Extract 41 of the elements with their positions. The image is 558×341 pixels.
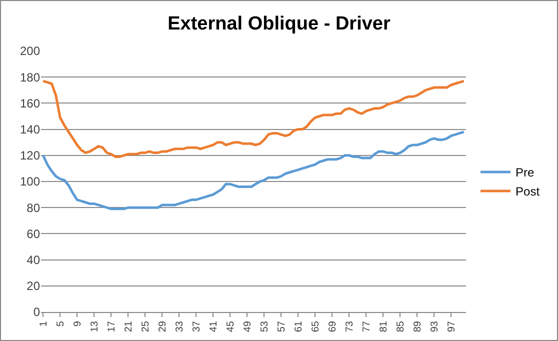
- x-tick-label: 81: [378, 320, 390, 332]
- x-tick-label: 9: [72, 320, 84, 327]
- x-tick-label: 97: [446, 320, 458, 332]
- x-tick-label: 93: [429, 320, 440, 332]
- y-tick-label: 180: [20, 70, 40, 84]
- x-tick-label: 45: [225, 320, 236, 332]
- line-series: [42, 130, 466, 210]
- y-tick-label: 100: [20, 174, 40, 189]
- y-tick-label: 140: [20, 122, 40, 136]
- x-tick-label: 1: [38, 320, 50, 327]
- x-tick-label: 37: [191, 320, 202, 332]
- x-tick-label: 69: [327, 320, 338, 332]
- x-tick-label: 61: [293, 320, 304, 332]
- y-tick-label: 200: [20, 44, 40, 58]
- y-tick-label: 20: [26, 279, 40, 294]
- y-tick-label: 40: [26, 253, 40, 267]
- y-tick-label: 160: [20, 96, 40, 110]
- x-tick-label: 85: [395, 320, 406, 332]
- y-tick-label: 0: [33, 305, 40, 320]
- x-tick-label: 5: [55, 320, 66, 327]
- x-tick-label: 73: [344, 320, 356, 332]
- x-tick-label: 49: [242, 320, 254, 332]
- x-tick-label: 13: [89, 320, 100, 332]
- x-tick-label: 21: [123, 320, 134, 332]
- x-tick-label: 65: [310, 320, 322, 332]
- legend-label: Post: [516, 184, 540, 199]
- x-tick-label: 17: [106, 320, 118, 332]
- legend-label: Pre: [516, 166, 535, 180]
- y-tick-label: 80: [26, 200, 40, 215]
- chart-title: External Oblique - Driver: [168, 14, 391, 35]
- x-tick-label: 53: [259, 320, 270, 332]
- x-tick-label: 57: [276, 320, 288, 332]
- x-tick-label: 33: [174, 320, 186, 332]
- x-tick-label: 41: [208, 320, 220, 332]
- x-tick-label: 25: [140, 320, 152, 332]
- x-tick-label: 89: [412, 320, 424, 332]
- x-tick-label: 77: [361, 320, 372, 332]
- y-tick-label: 60: [26, 226, 40, 241]
- x-tick-label: 29: [157, 320, 168, 332]
- line-series: [42, 80, 466, 158]
- y-tick-label: 120: [20, 148, 40, 163]
